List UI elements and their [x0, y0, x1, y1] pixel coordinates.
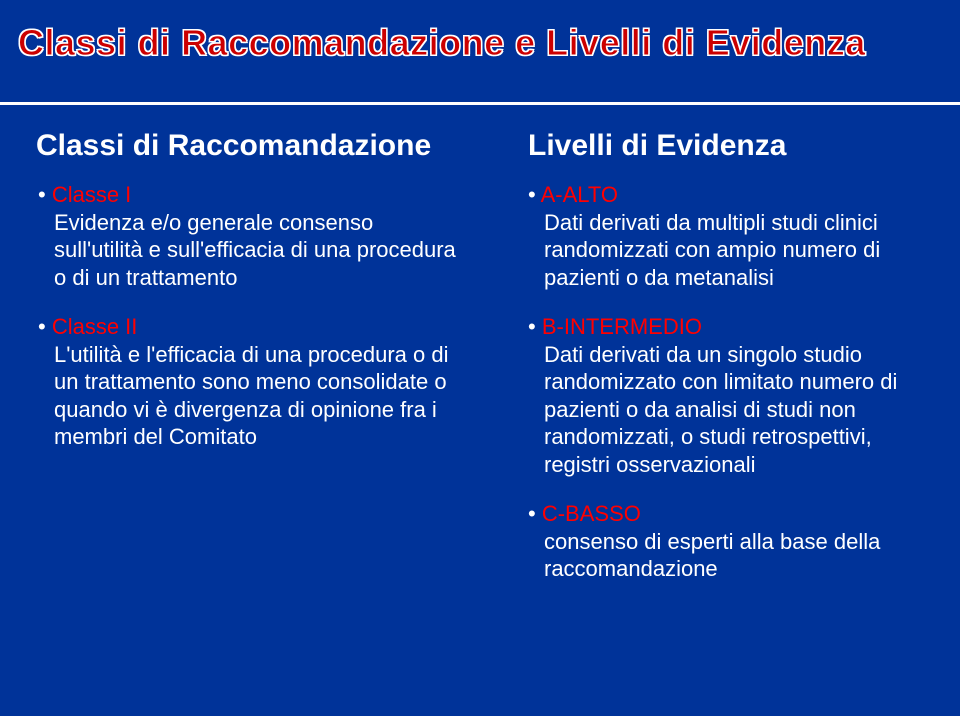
list-item: Classe I Evidenza e/o generale consenso … [38, 181, 466, 291]
title-banner: Classi di Raccomandazione e Livelli di E… [0, 0, 960, 100]
right-column: Livelli di Evidenza A-ALTO Dati derivati… [500, 129, 930, 583]
level-label: B-INTERMEDIO [528, 313, 930, 341]
level-desc: Dati derivati da multipli studi clinici … [544, 209, 930, 292]
level-desc: consenso di esperti alla base della racc… [544, 528, 930, 583]
level-label: C-BASSO [528, 500, 930, 528]
list-item: B-INTERMEDIO Dati derivati da un singolo… [528, 313, 930, 478]
list-item: C-BASSO consenso di esperti alla base de… [528, 500, 930, 583]
list-item: A-ALTO Dati derivati da multipli studi c… [528, 181, 930, 291]
class-label: Classe I [38, 181, 466, 209]
page-title: Classi di Raccomandazione e Livelli di E… [18, 22, 942, 64]
right-list: A-ALTO Dati derivati da multipli studi c… [500, 181, 930, 583]
class-desc: Evidenza e/o generale consenso sull'util… [54, 209, 466, 292]
content-columns: Classi di Raccomandazione Classe I Evide… [0, 105, 960, 583]
left-list: Classe I Evidenza e/o generale consenso … [36, 181, 466, 451]
class-desc: L'utilità e l'efficacia di una procedura… [54, 341, 466, 451]
class-label: Classe II [38, 313, 466, 341]
left-heading: Classi di Raccomandazione [36, 129, 466, 163]
level-label: A-ALTO [528, 181, 930, 209]
left-column: Classi di Raccomandazione Classe I Evide… [36, 129, 466, 583]
list-item: Classe II L'utilità e l'efficacia di una… [38, 313, 466, 451]
level-desc: Dati derivati da un singolo studio rando… [544, 341, 930, 479]
right-heading: Livelli di Evidenza [528, 129, 930, 163]
